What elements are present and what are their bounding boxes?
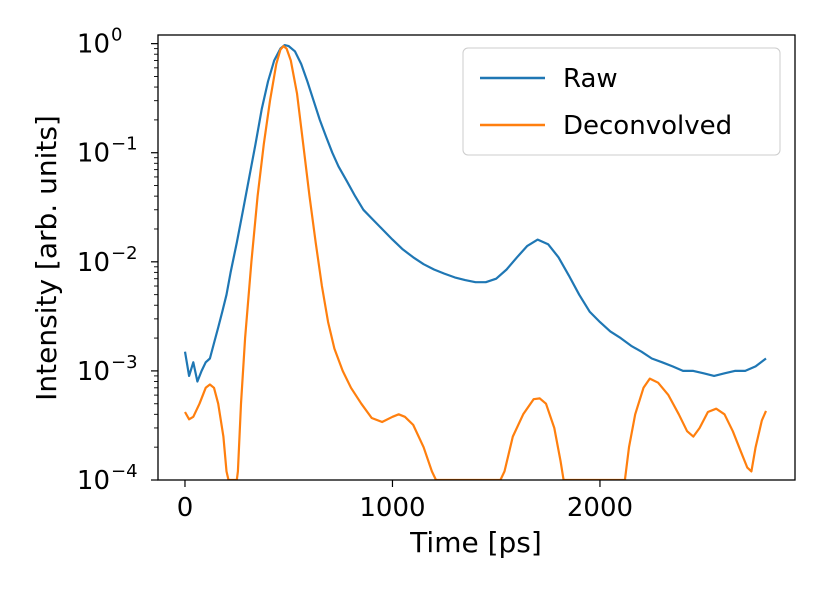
legend: Raw Deconvolved (462, 47, 781, 156)
x-ticks: 0 1000 2000 (177, 480, 633, 523)
x-axis-label: Time [ps] (409, 526, 542, 559)
y-tick-label: 10 (77, 357, 110, 387)
y-tick-exponent: −4 (111, 461, 138, 482)
y-tick-exponent: −1 (111, 134, 138, 155)
x-tick-label: 2000 (567, 493, 633, 523)
y-tick-label: 10 (77, 466, 110, 496)
legend-label-raw: Raw (563, 64, 618, 94)
legend-label-deconvolved: Deconvolved (563, 111, 732, 141)
y-tick-exponent: 0 (111, 25, 122, 46)
series-layer (183, 44, 768, 480)
y-tick-exponent: −2 (111, 243, 138, 264)
x-tick-label: 1000 (359, 493, 425, 523)
y-tick-label: 10 (77, 248, 110, 278)
y-axis-label: Intensity [arb. units] (30, 115, 63, 401)
plot-frame (157, 34, 796, 481)
y-tick-exponent: −3 (111, 352, 138, 373)
series-line-deconvolved (184, 45, 768, 480)
series-line-raw (183, 44, 767, 383)
x-tick-label: 0 (177, 493, 194, 523)
legend-box (462, 47, 781, 156)
y-tick-label: 10 (77, 30, 110, 60)
y-tick-label: 10 (77, 139, 110, 169)
